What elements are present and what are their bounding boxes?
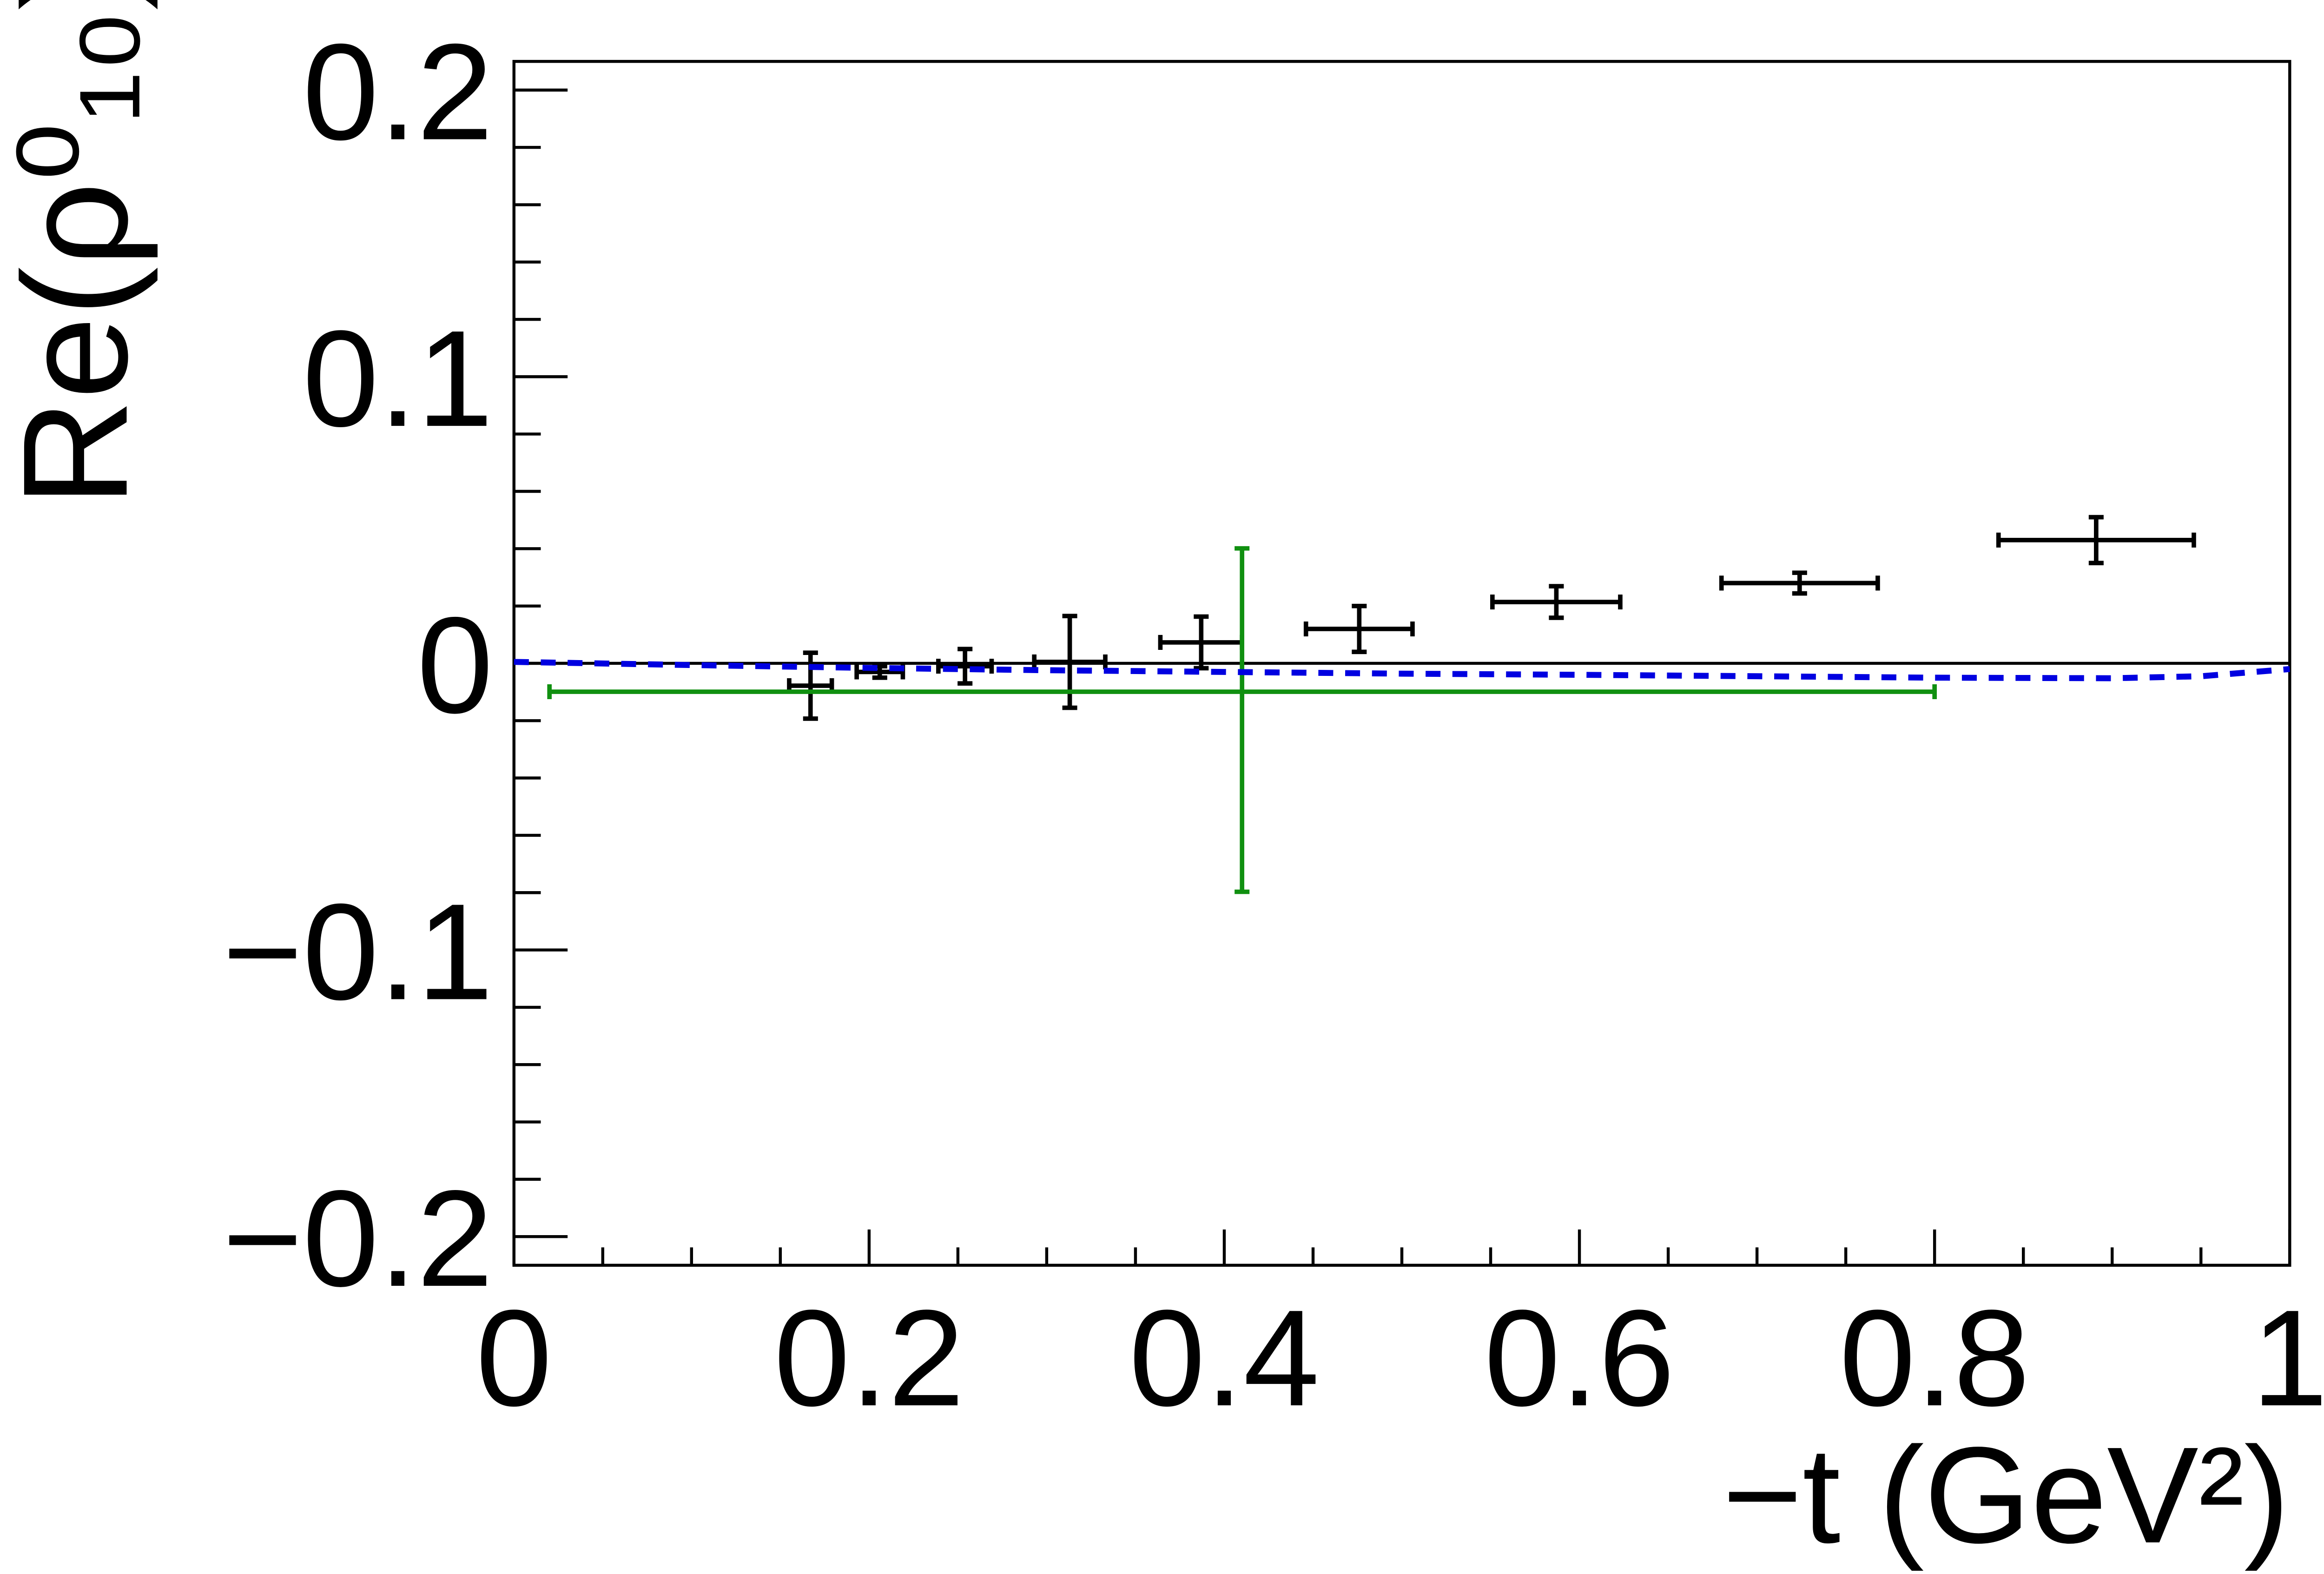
y-axis-title: Re(ρ⁰₁₀) xyxy=(0,0,159,507)
y-error-bar xyxy=(1792,570,1807,596)
x-tick-label: 0.2 xyxy=(774,1282,964,1435)
x-tick-label: 0 xyxy=(476,1282,552,1435)
y-error-bar xyxy=(2088,515,2104,565)
y-tick-label: 0.2 xyxy=(303,16,493,169)
y-tick-label: 0.1 xyxy=(303,302,493,455)
y-error-bar xyxy=(1352,603,1367,655)
y-tick-label: 0 xyxy=(417,589,493,742)
y-error-bar xyxy=(1235,546,1250,894)
y-tick-label: −0.1 xyxy=(223,875,493,1028)
y-error-bar xyxy=(1194,614,1209,671)
x-tick-label: 0.4 xyxy=(1129,1282,1320,1435)
y-error-bar xyxy=(1549,584,1564,620)
x-axis-title: −t (GeV²) xyxy=(1723,1419,2290,1573)
x-tick-label: 0.8 xyxy=(1839,1282,2030,1435)
y-tick-label: −0.2 xyxy=(223,1162,493,1315)
model-curve xyxy=(514,659,2290,681)
x-tick-label: 0.6 xyxy=(1484,1282,1675,1435)
x-tick-label: 1 xyxy=(2251,1282,2324,1435)
y-error-bar xyxy=(957,647,973,686)
y-error-bar xyxy=(803,650,818,721)
